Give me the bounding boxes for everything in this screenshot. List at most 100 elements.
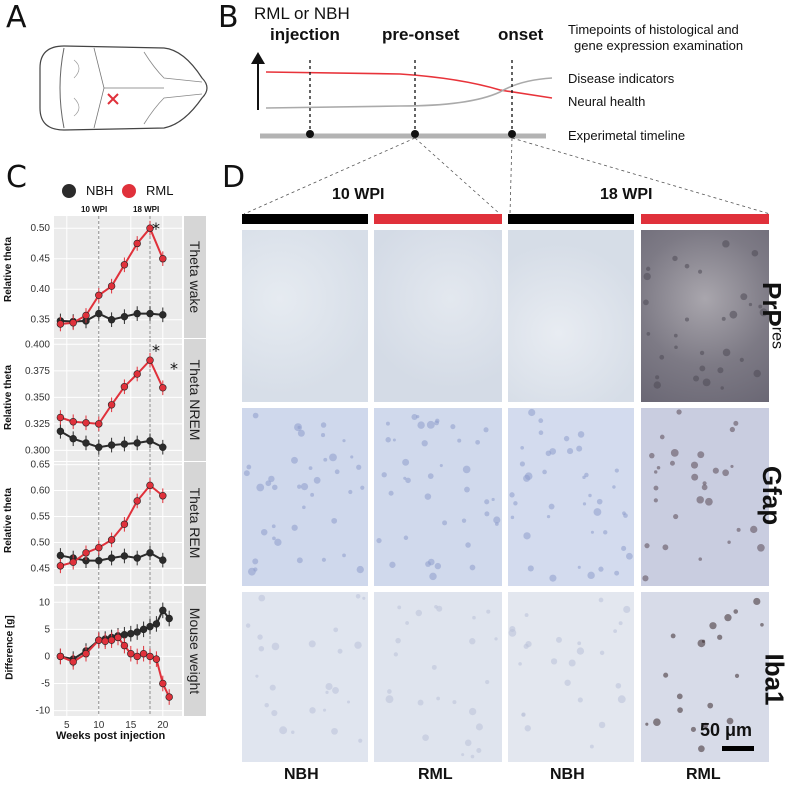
cell-stain	[598, 566, 604, 572]
cell-stain	[555, 636, 562, 643]
cell-stain	[320, 433, 326, 438]
data-point-nbh	[133, 554, 141, 562]
timeline-label: Experimetal timeline	[568, 128, 686, 143]
cell-stain	[472, 615, 476, 620]
data-point-nbh	[146, 622, 154, 631]
data-point-nbh	[152, 620, 161, 628]
y-tick-label: 0.65	[31, 460, 51, 471]
cell-stain	[691, 473, 699, 481]
cell-stain	[739, 357, 744, 362]
y-tick-label: 0.350	[25, 392, 50, 403]
cell-stain	[457, 438, 462, 443]
cell-stain	[525, 641, 532, 648]
cell-stain	[645, 266, 651, 272]
disease-indicators-label: Disease indicators	[568, 71, 675, 86]
cell-stain	[758, 304, 763, 309]
cell-stain	[308, 466, 313, 471]
y-tick-label: 0.375	[25, 366, 50, 377]
cell-stain	[291, 524, 298, 531]
cell-stain	[670, 449, 679, 457]
micrograph-iba1-nbh-18	[508, 592, 634, 762]
cell-stain	[271, 524, 276, 529]
data-point-nbh	[133, 628, 141, 636]
cell-stain	[653, 498, 658, 503]
data-point-nbh	[107, 316, 116, 324]
significance-asterisk: *	[170, 359, 178, 378]
cell-stain	[246, 464, 252, 470]
data-point-nbh	[107, 554, 116, 562]
cell-stain	[296, 557, 303, 564]
cell-stain	[603, 530, 608, 535]
cell-stain	[582, 502, 587, 506]
data-point-nbh	[82, 439, 90, 447]
cell-stain	[736, 527, 741, 532]
cell-stain	[673, 514, 679, 520]
cell-stain	[427, 473, 434, 479]
cell-stain	[538, 418, 544, 424]
cell-stain	[470, 754, 475, 759]
cell-stain	[431, 664, 437, 670]
data-point-rml	[159, 384, 167, 392]
cell-stain	[464, 486, 470, 493]
timeline-schematic	[251, 52, 553, 139]
cell-stain	[684, 317, 690, 322]
y-tick-label: 0.40	[31, 284, 51, 295]
col-label-rml-18: RML	[686, 766, 721, 783]
cell-stain	[294, 423, 303, 432]
y-tick-label: 0	[44, 651, 50, 662]
y-tick-label: 0.45	[31, 254, 51, 265]
micrograph-prp-rml-18	[641, 230, 769, 402]
cell-stain	[546, 514, 551, 519]
cell-stain	[577, 431, 585, 438]
y-tick-label: 0.300	[25, 445, 50, 456]
cell-stain	[405, 477, 411, 484]
cell-stain	[750, 525, 758, 534]
cell-stain	[465, 542, 471, 548]
cell-stain	[699, 350, 705, 356]
cell-stain	[272, 484, 278, 491]
data-point-rml	[107, 401, 116, 409]
cell-stain	[726, 717, 734, 725]
cell-stain	[434, 562, 442, 570]
cell-stain	[291, 730, 295, 734]
cell-stain	[436, 696, 441, 701]
data-point-rml	[56, 652, 65, 661]
x-tick-label: 20	[157, 720, 169, 731]
data-point-rml	[69, 558, 77, 566]
neural-health-label: Neural health	[568, 94, 646, 109]
cell-stain	[255, 674, 259, 678]
micrograph-gfap-rml-10	[374, 408, 502, 586]
cell-stain	[518, 662, 522, 666]
data-point-rml	[159, 492, 167, 500]
cell-stain	[452, 700, 457, 705]
data-point-nbh	[133, 439, 141, 447]
cell-stain	[676, 693, 683, 700]
cell-stain	[342, 553, 346, 558]
y-tick-label: 0.50	[31, 537, 51, 548]
cell-stain	[524, 472, 533, 481]
y-tick-label: 10	[39, 597, 51, 608]
cell-stain	[333, 627, 339, 633]
col-label-nbh-18: NBH	[550, 766, 585, 783]
cell-stain	[733, 420, 739, 426]
cell-stain	[524, 613, 529, 618]
cell-stain	[362, 596, 366, 600]
data-point-nbh	[95, 556, 103, 565]
data-point-rml	[133, 370, 141, 378]
cell-stain	[354, 641, 362, 649]
cell-stain	[751, 249, 759, 257]
cell-stain	[697, 451, 705, 459]
micrograph-prp-nbh-10	[242, 230, 368, 402]
cell-stain	[722, 240, 730, 248]
cell-stain	[260, 528, 268, 536]
panel-letter-a: A	[6, 0, 27, 35]
cell-stain	[486, 609, 491, 614]
data-point-rml	[114, 633, 122, 642]
data-point-nbh	[165, 614, 173, 623]
cell-stain	[653, 381, 661, 389]
data-point-rml	[95, 543, 103, 552]
cell-stain	[538, 430, 544, 436]
y-tick-label: 0.50	[31, 223, 51, 234]
cell-stain	[256, 483, 265, 492]
